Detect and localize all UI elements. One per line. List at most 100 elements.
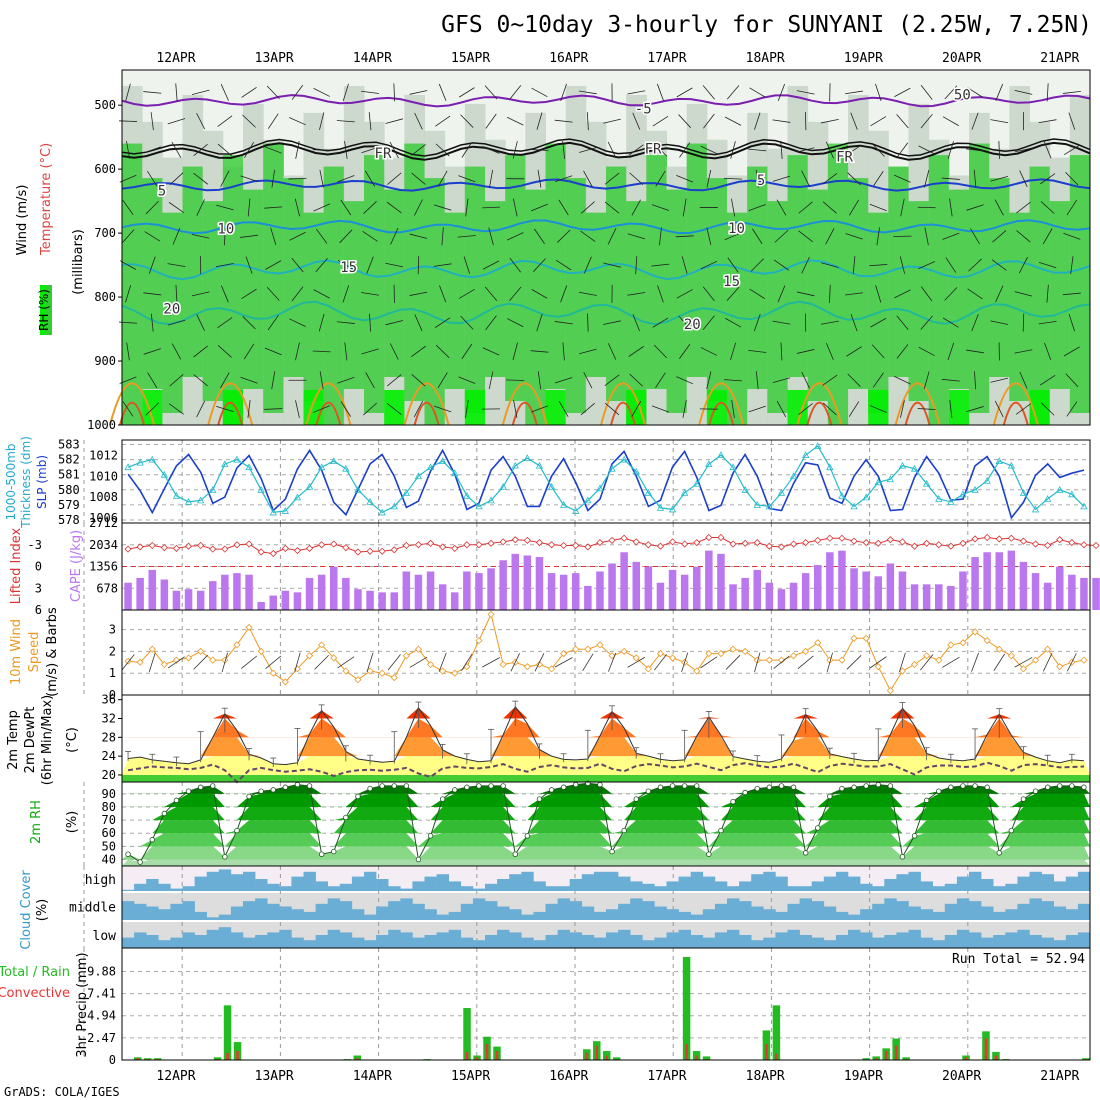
cloud-bar xyxy=(811,901,825,920)
wind-barb xyxy=(266,286,280,301)
cloud-bar xyxy=(630,898,643,920)
rh-legend-swatch xyxy=(40,285,46,335)
wind-barb xyxy=(344,140,348,159)
cape-bar xyxy=(196,590,205,610)
thickness-point xyxy=(1019,488,1028,496)
cloud-bar xyxy=(194,935,207,948)
cape-bar xyxy=(511,553,520,610)
lifted-index-point xyxy=(475,541,483,549)
wind-barb xyxy=(846,144,862,156)
wind-barb xyxy=(700,347,718,356)
rh-point xyxy=(258,788,264,794)
wind-barb xyxy=(247,198,251,217)
rh-point xyxy=(185,788,192,794)
thickness-point xyxy=(209,485,217,493)
thickness-point xyxy=(765,502,774,510)
date-label-top: 17APR xyxy=(647,51,686,66)
thickness-point xyxy=(463,492,471,499)
cloud-bar xyxy=(944,903,958,920)
cloud-bar xyxy=(170,888,183,891)
wind-barb xyxy=(894,174,911,183)
lifted-index-point xyxy=(971,535,979,543)
wind-speed-point xyxy=(354,676,362,684)
wind-barb xyxy=(193,143,208,156)
cloud-bar xyxy=(339,901,353,920)
cape-bar xyxy=(789,582,798,610)
wind-barb xyxy=(796,349,815,354)
wind-barb xyxy=(191,89,210,95)
wind-speed-point xyxy=(305,652,314,660)
cape-bar xyxy=(172,590,181,610)
cape-bar xyxy=(208,581,217,610)
wind-barb xyxy=(459,87,475,98)
wind-speed-point xyxy=(862,634,870,642)
y-tick-temp: 20 xyxy=(102,768,116,782)
rh-bright-surface xyxy=(464,390,486,425)
wind-barb-10m xyxy=(121,654,135,671)
y-tick-pressure: 600 xyxy=(94,162,116,176)
wind-barb xyxy=(918,261,936,270)
wind-barb xyxy=(995,285,1004,303)
thickness-point xyxy=(499,482,507,490)
wind-barb xyxy=(628,346,644,357)
thickness-point xyxy=(378,508,386,516)
cape-bar xyxy=(438,584,447,610)
cloud-bar xyxy=(884,935,897,948)
cloud-bar xyxy=(714,903,728,920)
rh-point xyxy=(778,783,785,789)
wind-barb xyxy=(147,372,158,389)
cloud-bar xyxy=(714,932,728,948)
rh-point xyxy=(1057,783,1063,789)
wind-barb xyxy=(562,342,565,361)
lifted-index-point xyxy=(826,534,834,542)
lifted-index-point xyxy=(729,540,737,548)
y-tick-slp: 1012 xyxy=(89,449,118,463)
wind-barb xyxy=(266,85,280,100)
cloud-bar xyxy=(122,937,135,948)
wind-barb xyxy=(627,292,646,296)
rh-point xyxy=(1032,788,1039,794)
wind-barb xyxy=(798,230,814,243)
wind-barb xyxy=(122,199,134,216)
wind-barb xyxy=(990,320,1009,325)
lifted-index-point xyxy=(535,539,544,547)
lifted-index-point xyxy=(281,544,289,552)
wind-barb xyxy=(484,85,498,100)
wind-barb xyxy=(240,234,259,238)
lifted-index-point xyxy=(305,544,314,552)
precip-total-bar xyxy=(223,1005,232,1060)
wind-barb-10m xyxy=(725,654,741,670)
cloud-title: Cloud Cover xyxy=(19,870,34,950)
rh-point xyxy=(161,810,168,817)
rh-green-band xyxy=(343,201,365,389)
wind-speed-point xyxy=(632,654,640,662)
lifted-index-point xyxy=(330,540,338,548)
cloud-bar xyxy=(993,911,1006,920)
cloud-bar xyxy=(908,906,921,920)
cloud-bar xyxy=(497,929,510,948)
rh-point xyxy=(476,783,482,789)
thickness-point xyxy=(572,507,580,514)
thickness-point xyxy=(656,504,665,511)
cloud-bar xyxy=(376,879,389,891)
wind-barb xyxy=(848,401,860,417)
panel-frame-upper xyxy=(121,69,1091,426)
wind-barb xyxy=(1063,144,1080,156)
wind-barb xyxy=(968,258,982,272)
rh-point xyxy=(512,851,518,857)
wind-barb xyxy=(798,201,813,214)
cape-bar xyxy=(1092,577,1100,610)
thickness-point xyxy=(1080,502,1088,510)
date-label-top: 20APR xyxy=(942,51,981,66)
rh2m-title: 2m RH xyxy=(29,800,44,844)
cape-bar xyxy=(850,568,858,610)
wind-barb-10m xyxy=(193,654,208,670)
wind-speed-point xyxy=(838,656,846,664)
rh-bright-surface xyxy=(222,390,244,425)
rh-point xyxy=(355,793,361,800)
cape-bar xyxy=(886,563,895,610)
wind-speed-point xyxy=(1044,645,1052,653)
wind-speed-point xyxy=(765,656,773,664)
rh-point xyxy=(560,784,567,790)
wind-barb xyxy=(411,172,426,185)
